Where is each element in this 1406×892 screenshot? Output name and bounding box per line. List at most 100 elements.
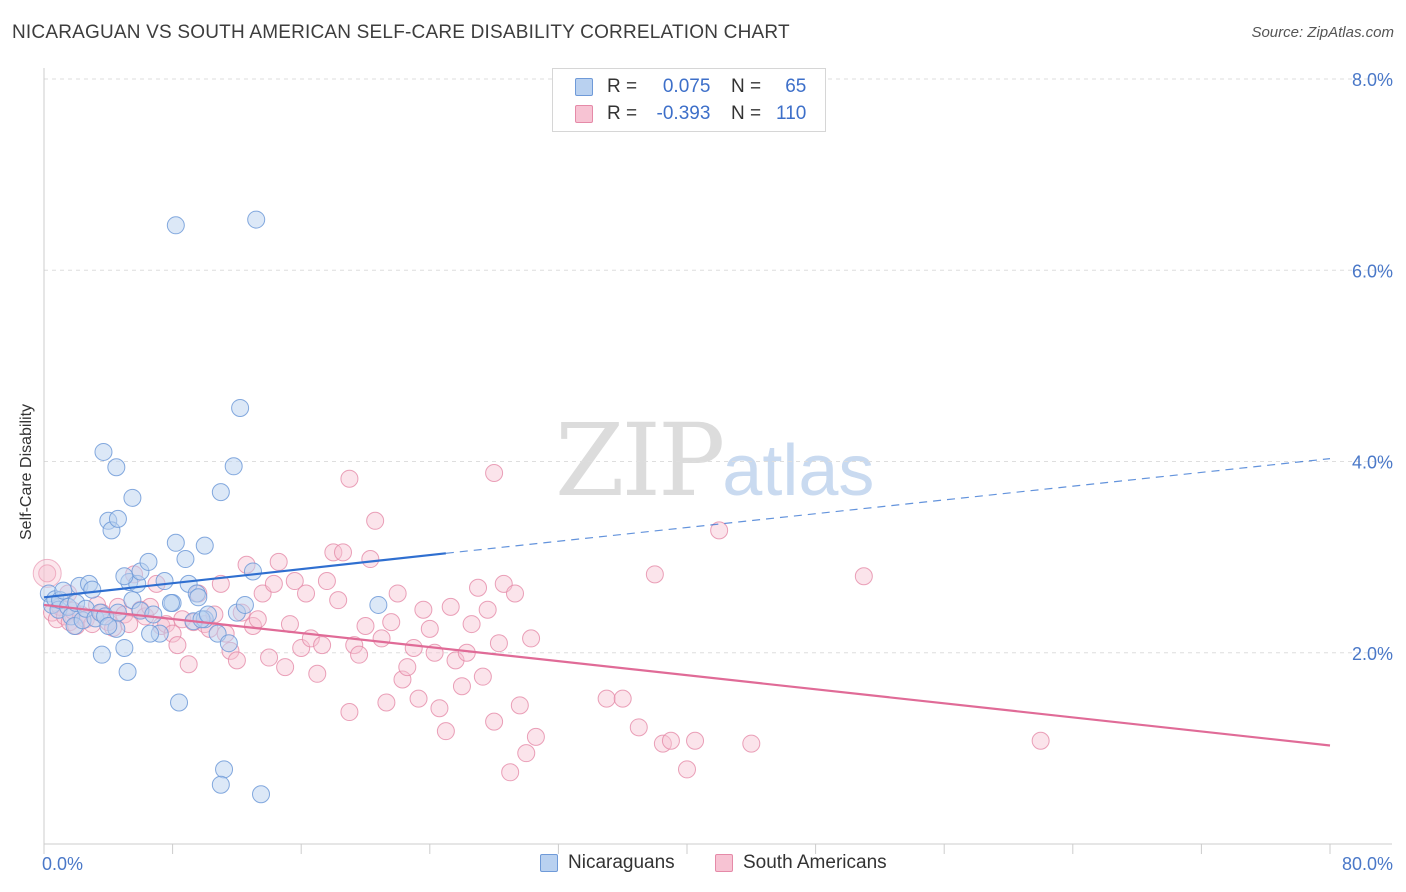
- nicaraguans-point: [118, 662, 137, 681]
- south-americans-point: [473, 667, 492, 686]
- south-americans-point: [501, 763, 520, 782]
- south-americans-point: [629, 718, 648, 737]
- nicaraguans-point: [115, 638, 134, 657]
- south-americans-point: [324, 543, 343, 562]
- legend-n-value: 65: [785, 76, 807, 97]
- south-americans-point: [329, 591, 348, 610]
- south-americans-point: [269, 552, 288, 571]
- south-americans-point: [361, 550, 380, 569]
- nicaraguans-point: [252, 785, 271, 804]
- x-tick-label: 80.0%: [1342, 854, 1393, 874]
- south-americans-point: [398, 658, 417, 677]
- nicaraguans-point: [141, 624, 160, 643]
- south-americans-point: [285, 572, 304, 591]
- legend-row-nicaraguans: R = 0.075 N = 65: [575, 74, 806, 100]
- south-americans-point: [404, 638, 423, 657]
- nicaraguans-point: [155, 572, 174, 591]
- nicaraguans-point: [166, 533, 185, 552]
- legend-n-label: N =: [730, 76, 762, 97]
- south-americans-point: [686, 731, 705, 750]
- south-americans-point: [430, 699, 449, 718]
- south-americans-point: [510, 696, 529, 715]
- south-americans-point: [227, 651, 246, 670]
- south-americans-point: [38, 564, 57, 583]
- x-tick-label: 0.0%: [42, 854, 83, 874]
- watermark-zip: ZIP: [555, 402, 725, 519]
- south-americans-point: [356, 616, 375, 635]
- south-americans-point: [366, 511, 385, 530]
- south-americans-point: [597, 689, 616, 708]
- south-americans-point: [485, 463, 504, 482]
- south-americans-point: [742, 734, 761, 753]
- south-americans-point: [710, 521, 729, 540]
- south-americans-point: [489, 634, 508, 653]
- south-americans-point: [313, 636, 332, 655]
- south-americans-point: [485, 712, 504, 731]
- correlation-legend: R = 0.075 N = 65 R = -0.393 N = 110: [552, 68, 826, 132]
- nicaraguans-regression-extension: [445, 458, 1331, 554]
- nicaraguans-swatch: [575, 78, 593, 96]
- nicaraguans-point: [107, 458, 126, 477]
- y-tick-label: 8.0%: [1352, 70, 1393, 90]
- nicaraguans-point: [166, 216, 185, 235]
- legend-r-label: R =: [607, 76, 638, 97]
- south-americans-point: [854, 567, 873, 586]
- south-americans-point: [280, 615, 299, 634]
- zipatlas-watermark: ZIPatlas: [555, 402, 874, 519]
- south-americans-swatch: [575, 105, 593, 123]
- nicaraguans-regression-line: [43, 552, 446, 599]
- nicaraguans-point: [198, 605, 217, 624]
- south-americans-point: [1031, 731, 1050, 750]
- south-americans-point: [526, 727, 545, 746]
- south-americans-point: [292, 638, 311, 657]
- nicaraguans-point: [189, 588, 208, 607]
- south-americans-point: [645, 565, 664, 584]
- nicaraguans-legend-swatch: [540, 854, 558, 872]
- nicaraguans-legend-label: Nicaraguans: [568, 852, 675, 873]
- nicaraguans-point: [139, 552, 158, 571]
- nicaraguans-point: [224, 457, 243, 476]
- south-americans-point: [478, 600, 497, 619]
- nicaraguans-point: [115, 567, 134, 586]
- legend-r-label: R =: [607, 103, 638, 124]
- south-americans-point: [340, 703, 359, 722]
- legend-n-value: 110: [776, 103, 807, 124]
- south-americans-point: [350, 645, 369, 664]
- south-americans-point: [420, 619, 439, 638]
- south-americans-point: [517, 744, 536, 763]
- south-americans-point: [260, 648, 279, 667]
- bottom-legend-south-americans: South Americans: [715, 852, 887, 874]
- nicaraguans-point: [108, 509, 127, 528]
- south-americans-point: [345, 636, 364, 655]
- south-americans-point: [678, 760, 696, 779]
- nicaraguans-point: [94, 442, 113, 461]
- bottom-legend-nicaraguans: Nicaraguans: [540, 852, 675, 874]
- south-americans-legend-label: South Americans: [743, 852, 887, 873]
- nicaraguans-point: [83, 580, 102, 599]
- y-tick-label: 6.0%: [1352, 261, 1393, 281]
- nicaraguans-point: [219, 634, 238, 653]
- south-americans-point: [522, 629, 541, 648]
- south-americans-point: [372, 629, 391, 648]
- south-americans-point: [505, 584, 524, 603]
- south-americans-point: [388, 584, 407, 603]
- legend-row-south-americans: R = -0.393 N = 110: [575, 101, 806, 127]
- nicaraguans-point: [211, 483, 230, 502]
- regression-lines: [43, 458, 1331, 747]
- south-americans-point: [452, 677, 471, 696]
- south-americans-point: [469, 578, 488, 597]
- nicaraguans-point: [144, 605, 163, 624]
- south-americans-point: [317, 572, 336, 591]
- legend-r-value: -0.393: [656, 103, 711, 124]
- nicaraguans-point: [215, 760, 234, 779]
- y-tick-label: 2.0%: [1352, 644, 1393, 664]
- south-americans-point: [436, 722, 455, 741]
- south-americans-legend-swatch: [715, 854, 733, 872]
- nicaraguans-point: [235, 595, 254, 614]
- south-americans-point: [264, 574, 283, 593]
- south-americans-point: [297, 584, 316, 603]
- south-americans-point: [414, 600, 433, 619]
- south-americans-point: [613, 689, 632, 708]
- y-tick-label: 4.0%: [1352, 453, 1393, 473]
